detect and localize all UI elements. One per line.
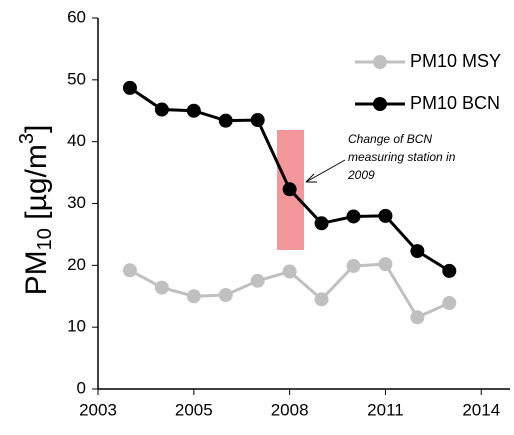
annotation-arrow [305,159,346,183]
y-tick-label: 20 [67,255,86,274]
annotation-arrowhead [305,173,317,183]
data-point [218,113,233,128]
legend-marker [373,55,387,69]
y-tick-label: 60 [67,7,86,26]
data-point [442,296,457,311]
x-tick-label: 2008 [271,400,309,419]
y-axis-label: PM10 [µg/m3] [16,125,56,296]
data-point [314,292,329,307]
data-point [378,208,393,223]
data-point [122,80,137,95]
data-point [442,263,457,278]
data-point [186,289,201,304]
data-point [378,257,393,272]
data-point [186,103,201,118]
data-point [250,113,265,128]
annotation: measuring station in [348,150,456,164]
annotation: Change of BCN [348,132,432,146]
data-point [154,102,169,117]
x-tick-label: 2005 [175,400,213,419]
y-tick-label: 30 [67,193,86,212]
annotation: 2009 [347,168,375,182]
y-tick-label: 40 [67,131,86,150]
data-point [410,310,425,325]
legend-label: PM10 BCN [410,93,500,113]
data-point [346,209,361,224]
x-tick-label: 2011 [367,400,404,419]
x-tick-label: 2014 [462,400,500,419]
data-point [410,244,425,259]
data-point [122,263,137,278]
legend-marker [373,97,387,111]
data-point [218,288,233,303]
y-tick-label: 0 [77,378,86,397]
data-point [154,280,169,295]
data-point [346,258,361,273]
x-tick-label: 2003 [79,400,117,419]
data-point [282,182,297,197]
y-tick-label: 10 [67,317,86,336]
legend-label: PM10 MSY [410,51,501,71]
y-tick-label: 50 [67,69,86,88]
data-point [314,216,329,231]
data-point [282,264,297,279]
data-point [250,273,265,288]
